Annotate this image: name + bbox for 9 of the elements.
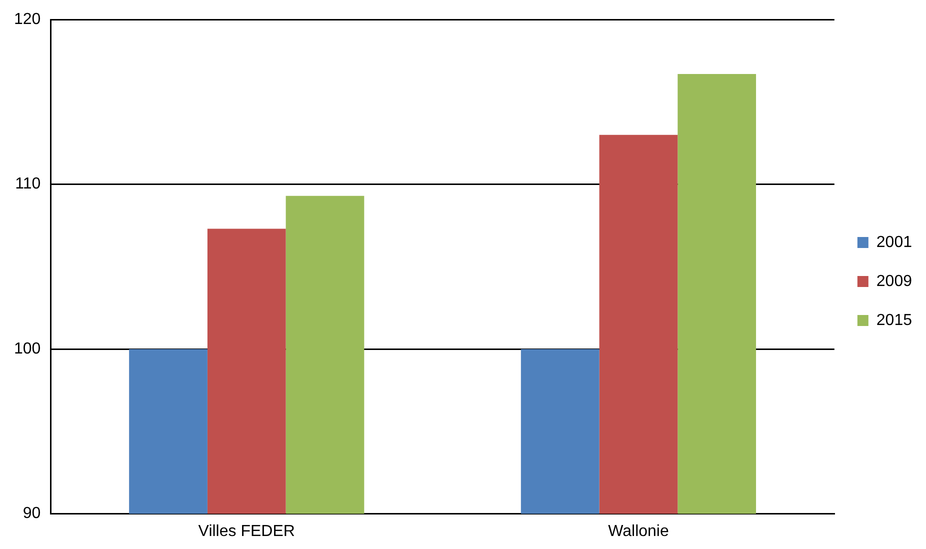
y-tick-label: 90	[22, 505, 41, 522]
y-tick-label: 100	[14, 340, 41, 358]
x-tick-label: Wallonie	[608, 522, 669, 540]
y-tick-label: 120	[14, 11, 41, 28]
y-tick-label: 110	[15, 176, 41, 193]
legend-label: 2015	[876, 312, 912, 329]
x-tick-label: Villes FEDER	[198, 522, 295, 540]
legend-label: 2009	[876, 272, 912, 290]
legend-label: 2001	[876, 234, 912, 251]
